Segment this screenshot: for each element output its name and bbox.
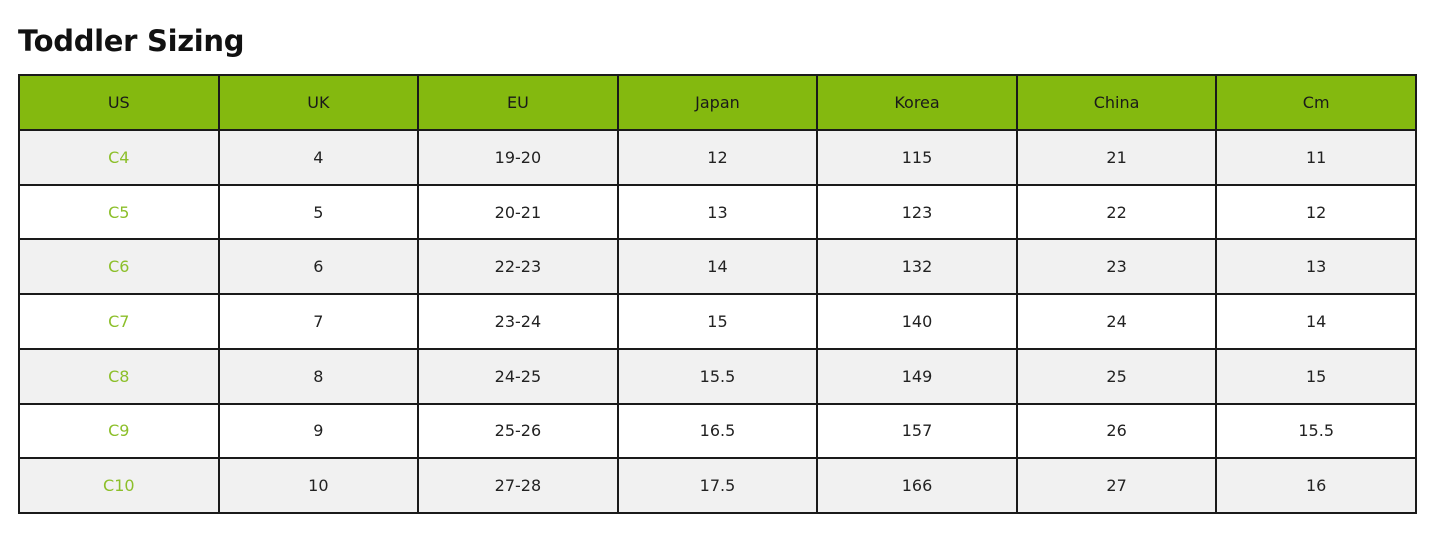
cell-uk: 10 bbox=[217, 457, 420, 514]
cell-us: C10 bbox=[18, 457, 220, 514]
table-row: C7 7 23-24 15 140 24 14 bbox=[18, 293, 1417, 350]
table-row: C5 5 20-21 13 123 22 12 bbox=[18, 183, 1417, 241]
cell-korea: 149 bbox=[816, 347, 1018, 405]
cell-cm: 15.5 bbox=[1215, 402, 1417, 460]
cell-china: 25 bbox=[1015, 347, 1218, 405]
cell-eu: 25-26 bbox=[417, 402, 619, 460]
column-header-korea: Korea bbox=[816, 74, 1018, 131]
cell-us: C6 bbox=[18, 238, 220, 296]
cell-china: 22 bbox=[1015, 183, 1218, 241]
cell-japan: 15.5 bbox=[616, 347, 819, 405]
cell-us: C7 bbox=[18, 293, 220, 350]
cell-china: 27 bbox=[1015, 457, 1218, 514]
table-row: C10 10 27-28 17.5 166 27 16 bbox=[18, 457, 1417, 514]
table-row: C8 8 24-25 15.5 149 25 15 bbox=[18, 347, 1417, 405]
cell-japan: 12 bbox=[616, 129, 819, 186]
cell-eu: 24-25 bbox=[417, 347, 619, 405]
cell-us: C8 bbox=[18, 347, 220, 405]
cell-eu: 23-24 bbox=[417, 293, 619, 350]
cell-korea: 132 bbox=[816, 238, 1018, 296]
cell-cm: 11 bbox=[1215, 129, 1417, 186]
cell-korea: 140 bbox=[816, 293, 1018, 350]
table-row: C6 6 22-23 14 132 23 13 bbox=[18, 238, 1417, 296]
cell-uk: 9 bbox=[217, 402, 420, 460]
column-header-china: China bbox=[1015, 74, 1218, 131]
column-header-uk: UK bbox=[217, 74, 420, 131]
cell-us: C4 bbox=[18, 129, 220, 186]
cell-korea: 157 bbox=[816, 402, 1018, 460]
cell-uk: 8 bbox=[217, 347, 420, 405]
cell-china: 21 bbox=[1015, 129, 1218, 186]
column-header-cm: Cm bbox=[1215, 74, 1417, 131]
cell-china: 23 bbox=[1015, 238, 1218, 296]
cell-china: 26 bbox=[1015, 402, 1218, 460]
table-row: C4 4 19-20 12 115 21 11 bbox=[18, 129, 1417, 186]
cell-korea: 115 bbox=[816, 129, 1018, 186]
cell-japan: 15 bbox=[616, 293, 819, 350]
cell-japan: 17.5 bbox=[616, 457, 819, 514]
cell-cm: 15 bbox=[1215, 347, 1417, 405]
cell-cm: 13 bbox=[1215, 238, 1417, 296]
cell-uk: 4 bbox=[217, 129, 420, 186]
cell-us: C9 bbox=[18, 402, 220, 460]
cell-japan: 14 bbox=[616, 238, 819, 296]
cell-uk: 7 bbox=[217, 293, 420, 350]
cell-japan: 16.5 bbox=[616, 402, 819, 460]
cell-cm: 14 bbox=[1215, 293, 1417, 350]
page-title: Toddler Sizing bbox=[18, 24, 245, 58]
cell-korea: 166 bbox=[816, 457, 1018, 514]
cell-cm: 16 bbox=[1215, 457, 1417, 514]
cell-korea: 123 bbox=[816, 183, 1018, 241]
cell-eu: 20-21 bbox=[417, 183, 619, 241]
header-row: US UK EU Japan Korea China Cm bbox=[18, 74, 1417, 131]
cell-cm: 12 bbox=[1215, 183, 1417, 241]
column-header-eu: EU bbox=[417, 74, 619, 131]
cell-eu: 27-28 bbox=[417, 457, 619, 514]
cell-china: 24 bbox=[1015, 293, 1218, 350]
cell-japan: 13 bbox=[616, 183, 819, 241]
column-header-japan: Japan bbox=[616, 74, 819, 131]
cell-us: C5 bbox=[18, 183, 220, 241]
size-chart-table: US UK EU Japan Korea China Cm C4 4 19-20 12 115 21 1… bbox=[18, 74, 1417, 514]
cell-uk: 5 bbox=[217, 183, 420, 241]
cell-eu: 19-20 bbox=[417, 129, 619, 186]
cell-uk: 6 bbox=[217, 238, 420, 296]
column-header-us: US bbox=[18, 74, 220, 131]
cell-eu: 22-23 bbox=[417, 238, 619, 296]
table-row: C9 9 25-26 16.5 157 26 15.5 bbox=[18, 402, 1417, 460]
